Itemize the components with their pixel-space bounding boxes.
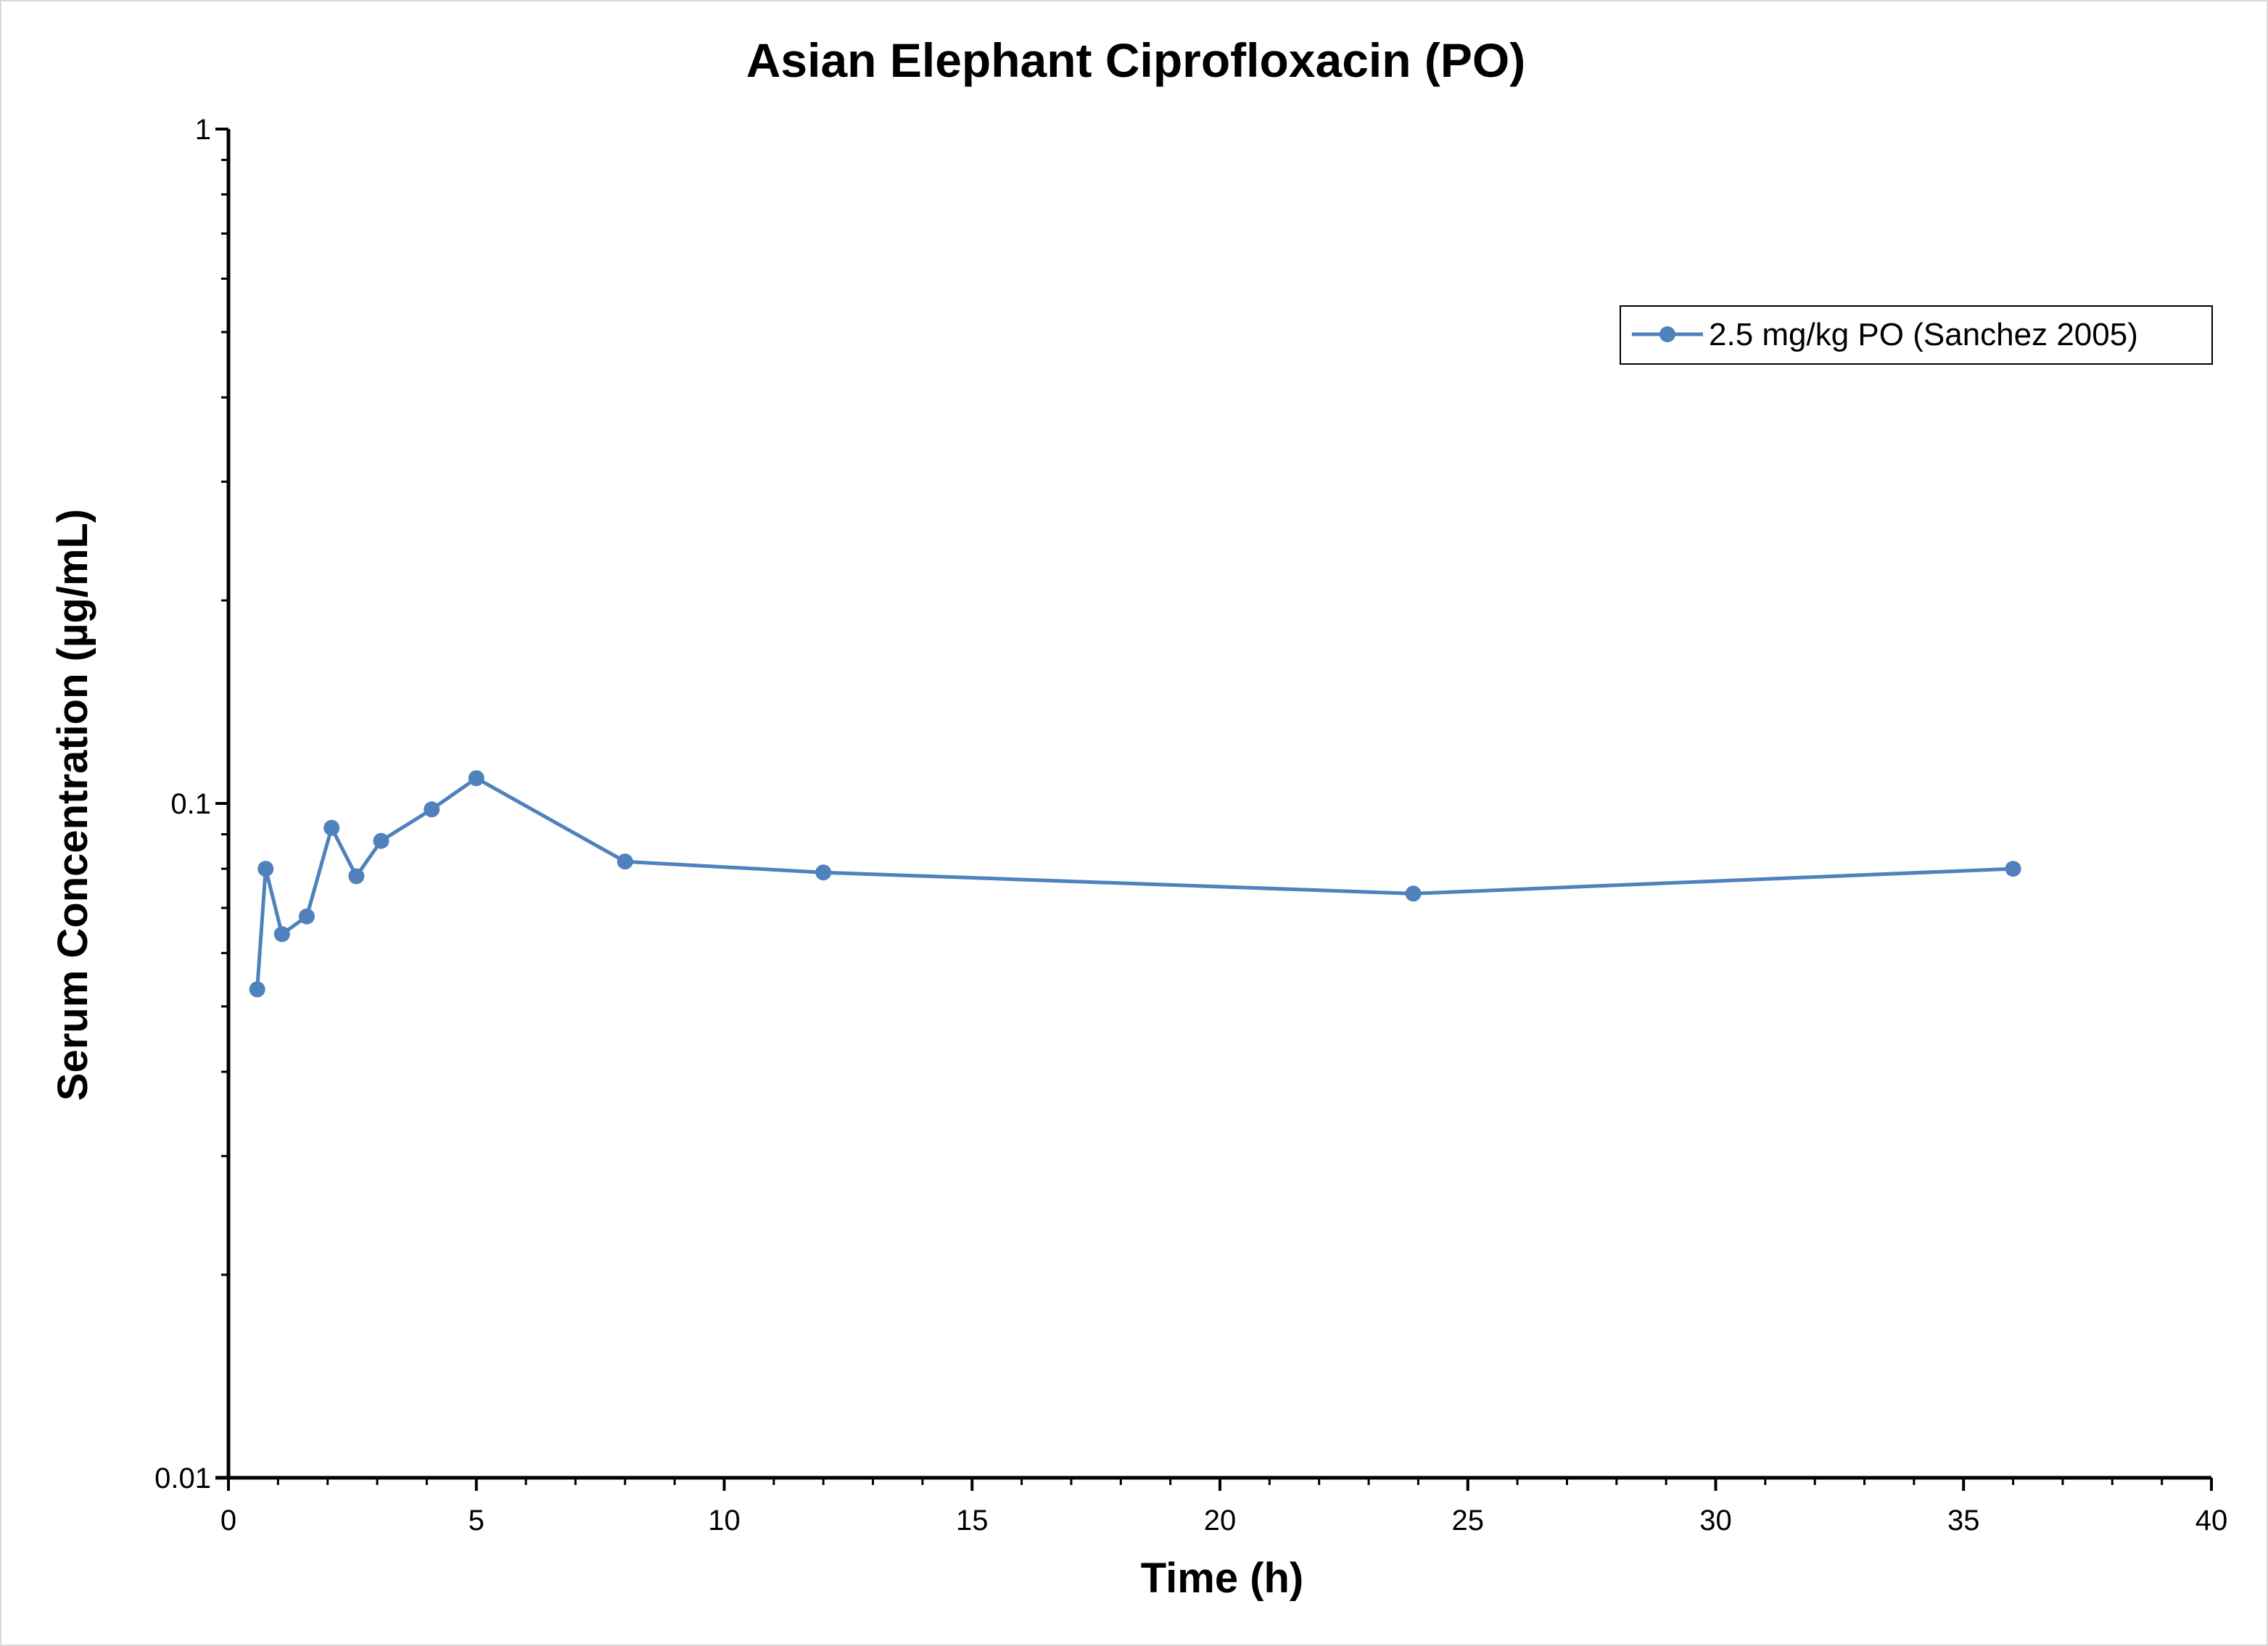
y-axis-ticks: 0.01 0.1 1 <box>154 114 228 1494</box>
x-tick-label: 30 <box>1699 1505 1732 1537</box>
data-point <box>273 926 290 943</box>
series-layer <box>249 770 2021 998</box>
x-tick-label: 5 <box>469 1505 484 1537</box>
data-point <box>617 853 633 870</box>
legend-box <box>1620 305 2213 365</box>
data-point <box>815 864 832 881</box>
data-point <box>1405 885 1422 902</box>
y-tick-label: 0.01 <box>154 1463 211 1494</box>
data-point <box>323 819 340 836</box>
y-axis-title: Serum Concentration (µg/mL) <box>49 509 96 1101</box>
x-tick-label: 25 <box>1452 1505 1485 1537</box>
data-point <box>348 868 365 885</box>
x-tick-label: 35 <box>1947 1505 1980 1537</box>
data-point <box>298 908 315 925</box>
data-point <box>257 861 274 877</box>
x-tick-label: 15 <box>956 1505 989 1537</box>
x-tick-label: 10 <box>708 1505 741 1537</box>
series-line <box>255 776 2013 990</box>
legend-label: 2.5 mg/kg PO (Sanchez 2005) <box>1709 317 2138 352</box>
data-point <box>249 981 265 998</box>
data-point <box>424 801 440 818</box>
data-point <box>373 832 389 849</box>
x-tick-label: 0 <box>220 1505 236 1537</box>
legend: 2.5 mg/kg PO (Sanchez 2005) <box>1620 305 2213 365</box>
y-tick-label: 0.1 <box>170 788 211 820</box>
x-tick-label: 20 <box>1204 1505 1237 1537</box>
x-axis-title: Time (h) <box>1141 1555 1304 1602</box>
legend-marker-sample <box>1659 326 1675 342</box>
y-tick-label: 1 <box>195 114 211 146</box>
x-axis-ticks: 0 5 10 15 20 25 30 35 40 <box>220 1478 2227 1537</box>
x-tick-label: 40 <box>2195 1505 2228 1537</box>
chart-title: Asian Elephant Ciprofloxacin (PO) <box>746 33 1525 87</box>
data-point <box>2005 861 2021 877</box>
data-point <box>468 770 484 787</box>
